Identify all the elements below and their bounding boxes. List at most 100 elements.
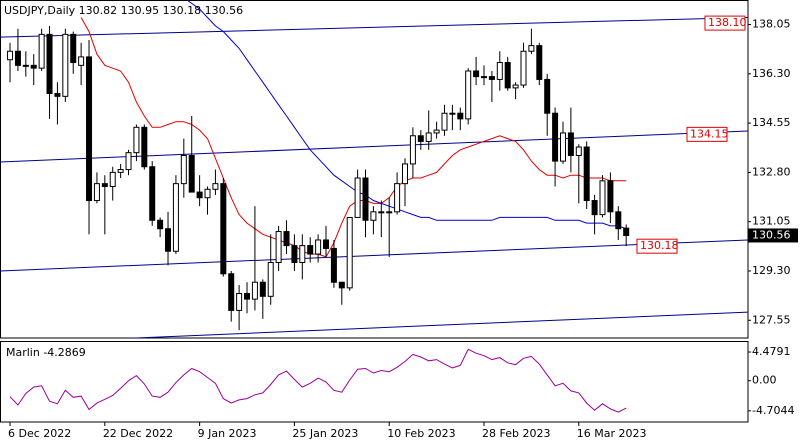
candle-body [78,56,85,66]
candle-body [623,227,630,236]
candle-body [228,273,235,311]
sub-plot [9,348,627,413]
candle-body [394,183,401,213]
candle-body [204,188,211,199]
line [186,0,627,230]
candle-body [109,171,116,187]
candle-body [591,200,598,216]
candle-body [362,177,369,221]
candle-body [93,183,100,202]
candle-body [370,211,377,221]
y-tick-label: -4.7044 [752,404,794,417]
x-tick-label: 22 Dec 2022 [103,427,173,440]
candle-body [259,281,266,297]
candle-body [283,231,290,247]
overlay: 138.05 136.30 134.55 132.80 131.05 129.30 127.… [8,15,798,440]
candle-body [149,166,156,221]
candle-body [46,33,53,95]
candle-body [567,132,574,156]
candle-body [354,177,361,218]
candle-body [196,191,203,199]
candle-body [378,211,385,214]
candle-body [165,228,172,252]
y-tick-label: 129.30 [752,264,791,277]
candle-body [275,231,282,264]
candle-body [346,216,353,289]
candle-body [544,78,551,114]
candle-body [330,247,337,283]
candle-body [536,45,543,80]
candle-body [607,180,614,213]
candle-body [38,33,45,69]
x-tick-label: 6 Dec 2022 [8,427,71,440]
price-tag-label: 134.15 [690,127,729,140]
candle-body [30,64,37,69]
candle-body [528,45,535,52]
price-tag [636,238,678,254]
candle-body [599,180,606,216]
price-tag-label: 138.10 [708,16,747,29]
price-tag-label: 130.18 [640,239,679,252]
candle-body [386,211,393,214]
candle-body [86,56,93,202]
candle-body [188,154,195,193]
candle-body [236,292,243,311]
y-tick-label: 4.4791 [752,345,791,358]
candle-body [70,33,77,64]
candle-body [212,183,219,190]
trendline [0,130,748,163]
candle-body [125,152,132,171]
candle-body [457,112,464,120]
candle-body [481,76,487,79]
candle-body [433,129,440,134]
candle-body [244,292,251,300]
chart-title: USDJPY,Daily 130.82 130.95 130.18 130.56 [4,4,243,17]
candle-body [465,70,472,120]
line [9,348,627,413]
trendline [0,16,748,38]
y-tick-label: 132.80 [752,165,791,178]
candle-body [338,281,345,289]
x-tick-label: 16 Mar 2023 [577,427,647,440]
candle-body [141,126,148,168]
x-tick-label: 9 Jan 2023 [198,427,257,440]
candle-body [251,281,258,300]
trendline [124,311,748,338]
y-tick-label: 127.55 [752,313,791,326]
candle-body [496,62,503,80]
candle-body [417,135,424,142]
candle-body [488,76,495,80]
candle-body [291,245,298,264]
candle-body [267,262,274,297]
indicator-title: Marlin -4.2869 [6,346,86,359]
candle-body [133,126,140,154]
candle-body [117,169,124,173]
candle-body [425,132,432,142]
candle-body [323,239,330,249]
trendline [0,239,748,272]
candle-body [615,211,622,230]
candle-body [7,50,14,61]
candle-body [315,239,322,255]
candle-body [101,183,108,187]
price-tag [686,126,728,142]
candle-body [473,70,480,78]
last-price-tag [748,228,798,243]
candle-body [559,132,566,162]
candle-body [575,146,582,156]
x-tick-label: 25 Jan 2023 [292,427,358,440]
candle-body [552,112,559,162]
y-tick-label: 131.05 [752,215,791,228]
candle-body [441,112,448,131]
candle-body [14,50,21,66]
candle-body [62,33,69,97]
candle-body [583,146,590,202]
candle-body [299,245,306,264]
last-price-label: 130.56 [752,228,791,241]
sub-frame [0,341,749,423]
candle-body [307,245,314,255]
candle-body [409,135,416,165]
main-plot [0,0,748,338]
